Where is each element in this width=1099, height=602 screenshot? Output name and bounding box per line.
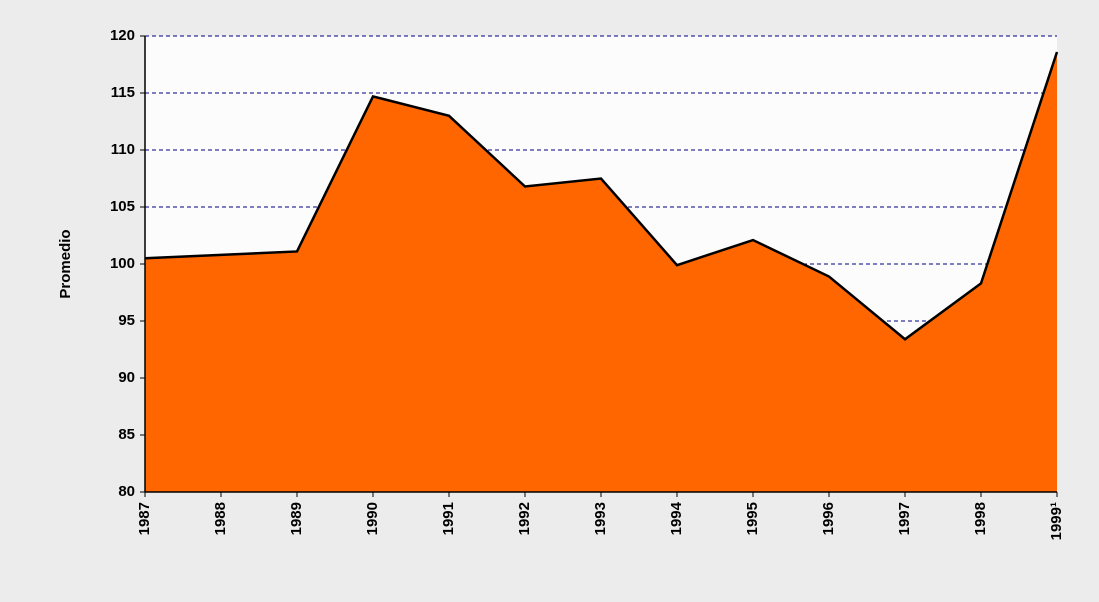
x-tick-label: 1987 [136,502,153,535]
y-tick-label: 95 [118,312,135,329]
y-axis-title: Promedio [57,229,74,298]
x-tick-label: 1996 [820,502,837,535]
area-outline [144,51,1059,341]
x-tick-label: 1993 [592,502,609,535]
y-tick-label: 110 [111,141,135,158]
x-tick-label: 1988 [212,502,229,535]
y-tick-label: 90 [118,369,135,386]
x-tick-label: 1994 [668,501,685,535]
y-tick-label: 115 [111,84,135,101]
y-tick-label: 120 [110,27,135,44]
y-tick-label: 105 [110,198,135,215]
y-tick-label: 100 [110,255,135,272]
x-tick-label: 1989 [288,502,305,535]
x-tick-label: 1998 [972,502,989,535]
x-tick-label: 1990 [364,502,381,535]
x-tick-label: 1997 [896,502,913,535]
y-tick-label: 80 [118,483,135,500]
y-tick-label: 85 [118,426,135,443]
x-tick-label: 1995 [744,502,761,535]
x-tick-label: 1991 [440,502,457,535]
x-tick-label: 1999¹ [1048,502,1065,540]
area [145,51,1057,493]
x-tick-label: 1992 [516,502,533,535]
